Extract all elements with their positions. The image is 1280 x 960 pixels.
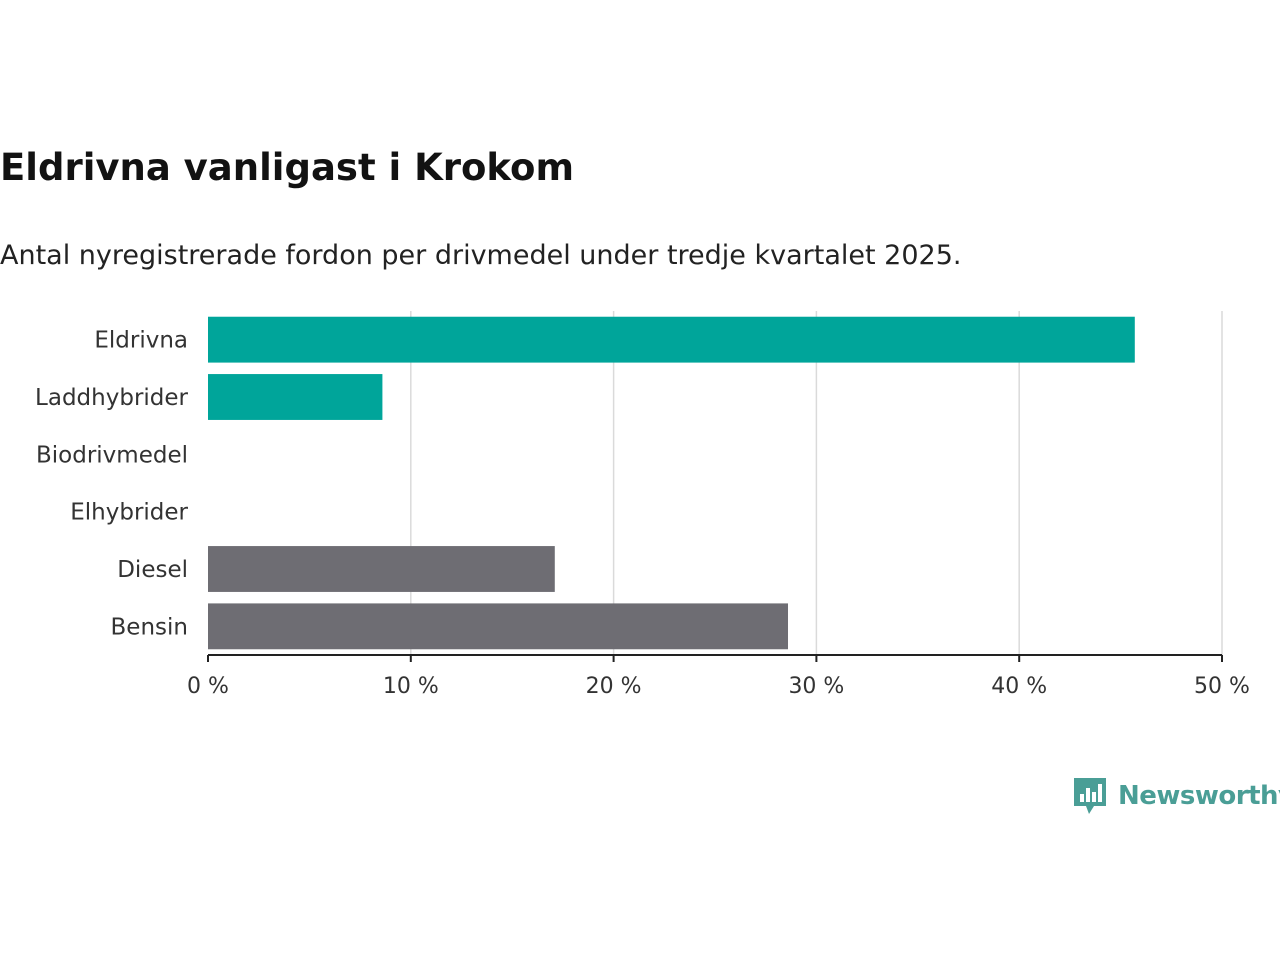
- x-tick-label: 30 %: [788, 674, 844, 699]
- chart-title: Eldrivna vanligast i Krokom: [0, 146, 575, 189]
- bar-eldrivna: [208, 316, 1135, 363]
- bar-laddhybrider: [208, 374, 383, 420]
- x-axis: 0 % 10 % 20 % 30 % 40 % 50 %: [187, 654, 1250, 699]
- category-label: Diesel: [117, 557, 188, 583]
- x-tick-label: 0 %: [187, 674, 229, 699]
- grid-lines: [410, 311, 1223, 655]
- newsworthy-logo-icon: [1074, 778, 1106, 814]
- category-label: Bensin: [111, 614, 188, 640]
- category-labels: Eldrivna Laddhybrider Biodrivmedel Elhybrid…: [35, 328, 188, 641]
- x-tick-label: 10 %: [383, 674, 439, 699]
- bar-bensin: [208, 603, 789, 650]
- bar-diesel: [208, 546, 555, 592]
- category-label: Eldrivna: [94, 328, 188, 354]
- newsworthy-logo: Newsworthy: [1072, 776, 1280, 816]
- x-tick-label: 20 %: [586, 674, 642, 699]
- category-label: Biodrivmedel: [36, 442, 188, 468]
- x-tick-label: 40 %: [991, 674, 1047, 699]
- chart-subtitle: Antal nyregistrerade fordon per drivmede…: [0, 240, 962, 271]
- x-tick-label: 50 %: [1194, 674, 1250, 699]
- category-label: Laddhybrider: [35, 385, 188, 411]
- category-label: Elhybrider: [70, 500, 188, 526]
- brand-name: Newsworthy: [1118, 781, 1280, 811]
- bars: [208, 316, 1135, 650]
- bar-chart: Eldrivna Laddhybrider Biodrivmedel Elhybrid…: [35, 311, 1250, 699]
